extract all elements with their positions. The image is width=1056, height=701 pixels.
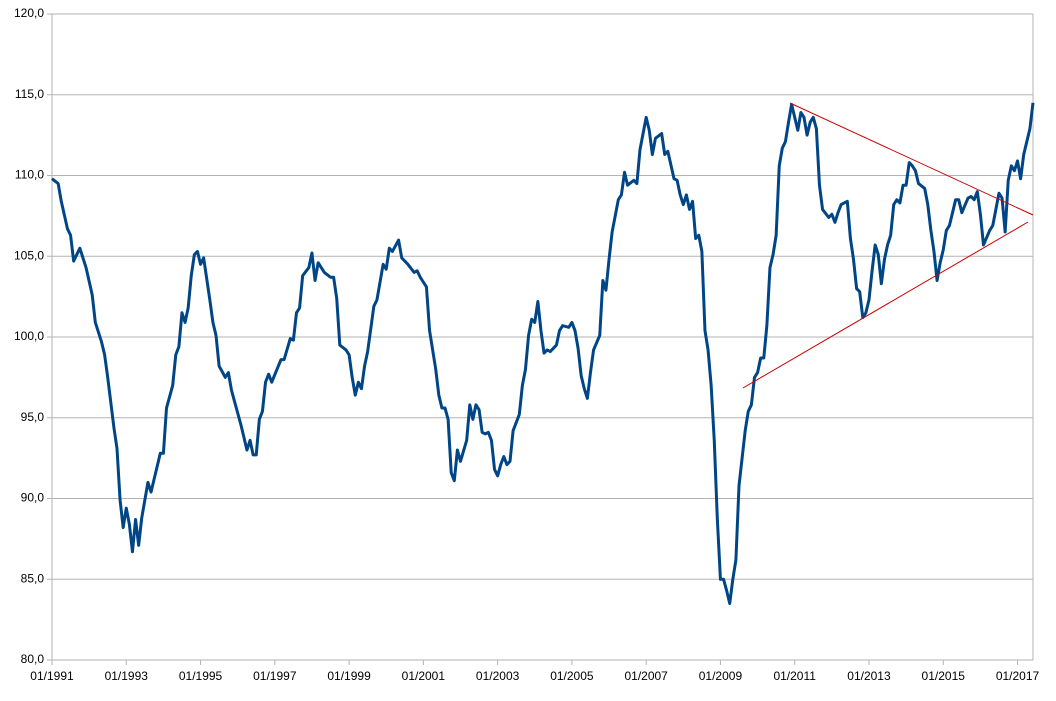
y-tick-label: 110,0	[15, 168, 44, 182]
x-tick-label: 01/2007	[624, 669, 668, 683]
data-line	[51, 102, 1035, 605]
x-tick-label: 01/2009	[699, 669, 743, 683]
x-tick-label: 01/2003	[476, 669, 520, 683]
x-tick-label: 01/2001	[402, 669, 446, 683]
x-tick-label: 01/1999	[327, 669, 371, 683]
x-tick-label: 01/1997	[253, 669, 297, 683]
y-tick-label: 100,0	[14, 329, 44, 343]
grid: 80,0 85,0 90,0 95,0 100,0 105,0 110,0 115,0 120,…	[14, 6, 1040, 683]
x-tick-label: 01/2005	[550, 669, 594, 683]
trend-line-lower	[742, 221, 1029, 389]
x-tick-label: 01/2017	[996, 669, 1040, 683]
y-tick-label: 105,0	[14, 248, 44, 262]
x-tick-label: 01/1995	[179, 669, 223, 683]
y-tick-label: 85,0	[21, 571, 45, 585]
y-tick-label: 80,0	[21, 652, 45, 666]
y-tick-label: 120,0	[14, 6, 44, 20]
y-tick-label: 115,0	[15, 87, 44, 101]
x-tick-label: 01/1991	[30, 669, 74, 683]
y-tick-label: 90,0	[21, 491, 45, 505]
x-tick-label: 01/2011	[773, 669, 816, 683]
marks	[51, 102, 1035, 605]
y-tick-label: 95,0	[21, 410, 45, 424]
x-tick-label: 01/1993	[105, 669, 149, 683]
x-tick-label: 01/2013	[847, 669, 891, 683]
x-tick-label: 01/2015	[922, 669, 966, 683]
trend-line-upper	[789, 102, 1034, 216]
